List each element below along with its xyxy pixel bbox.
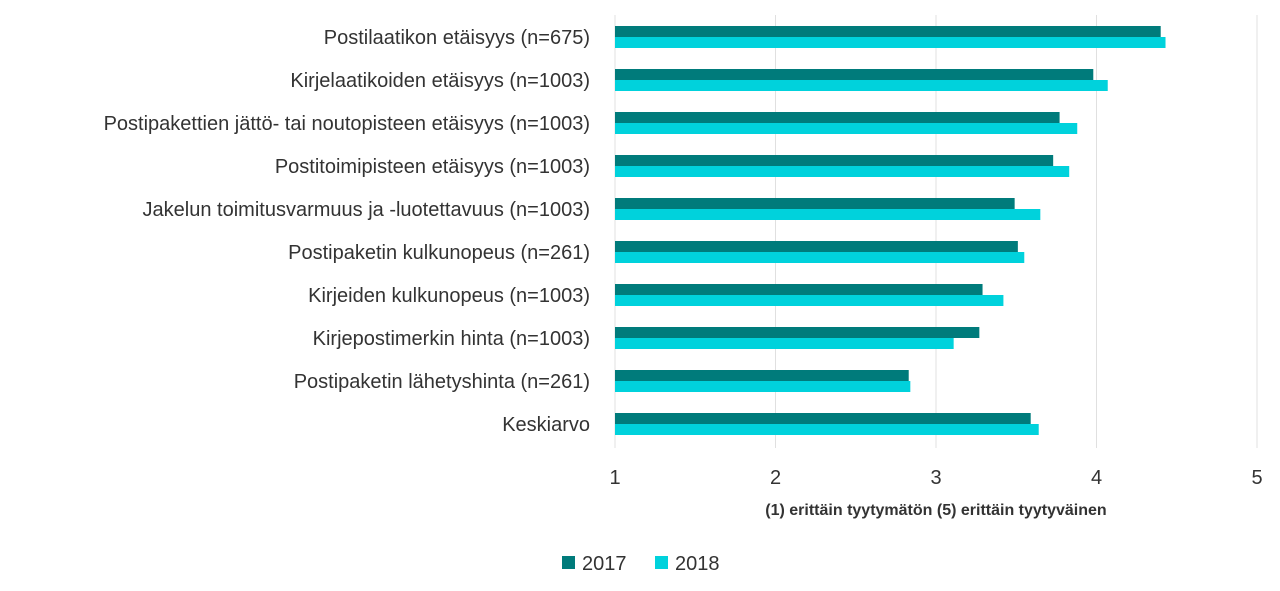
- bar-2017: [615, 112, 1060, 123]
- bar-2017: [615, 241, 1018, 252]
- category-label: Postipaketin lähetyshinta (n=261): [294, 371, 590, 393]
- bar-2018: [615, 424, 1039, 435]
- category-label: Postilaatikon etäisyys (n=675): [324, 27, 590, 49]
- bar-2018: [615, 80, 1108, 91]
- x-tick-label: 1: [609, 467, 620, 489]
- bar-2018: [615, 381, 911, 392]
- bars: [615, 26, 1166, 435]
- category-label: Kirjepostimerkin hinta (n=1003): [313, 328, 590, 350]
- category-label: Postitoimipisteen etäisyys (n=1003): [275, 156, 590, 178]
- bar-2017: [615, 413, 1031, 424]
- x-tick-label: 5: [1251, 467, 1262, 489]
- category-label: Kirjeiden kulkunopeus (n=1003): [308, 285, 590, 307]
- x-axis-label: (1) erittäin tyytymätön (5) erittäin tyy…: [765, 502, 1106, 519]
- legend-label: 2018: [675, 553, 720, 575]
- legend-swatch-2017: [562, 556, 575, 569]
- category-label: Jakelun toimitusvarmuus ja -luotettavuus…: [143, 199, 590, 221]
- bar-2018: [615, 37, 1166, 48]
- legend-label: 2017: [582, 553, 627, 575]
- bar-2018: [615, 166, 1070, 177]
- bar-2018: [615, 252, 1025, 263]
- bar-2017: [615, 155, 1054, 166]
- x-tick-label: 2: [770, 467, 781, 489]
- bar-2017: [615, 198, 1015, 209]
- category-label: Keskiarvo: [502, 414, 590, 436]
- category-label: Postipaketin kulkunopeus (n=261): [288, 242, 590, 264]
- bar-2018: [615, 123, 1078, 134]
- category-label: Postipakettien jättö- tai noutopisteen e…: [104, 113, 590, 135]
- bar-2017: [615, 327, 980, 338]
- bar-2017: [615, 370, 909, 381]
- bar-2017: [615, 69, 1094, 80]
- category-labels: Postilaatikon etäisyys (n=675) Kirjelaati…: [104, 27, 590, 436]
- x-tick-labels: 1 2 3 4 5: [609, 467, 1262, 489]
- x-tick-label: 3: [930, 467, 941, 489]
- category-label: Kirjelaatikoiden etäisyys (n=1003): [290, 70, 590, 92]
- bar-2018: [615, 338, 954, 349]
- bar-2018: [615, 295, 1004, 306]
- bar-2017: [615, 26, 1161, 37]
- legend-swatch-2018: [655, 556, 668, 569]
- bar-2017: [615, 284, 983, 295]
- bar-2018: [615, 209, 1041, 220]
- legend: 2017 2018: [562, 553, 720, 575]
- x-tick-label: 4: [1091, 467, 1102, 489]
